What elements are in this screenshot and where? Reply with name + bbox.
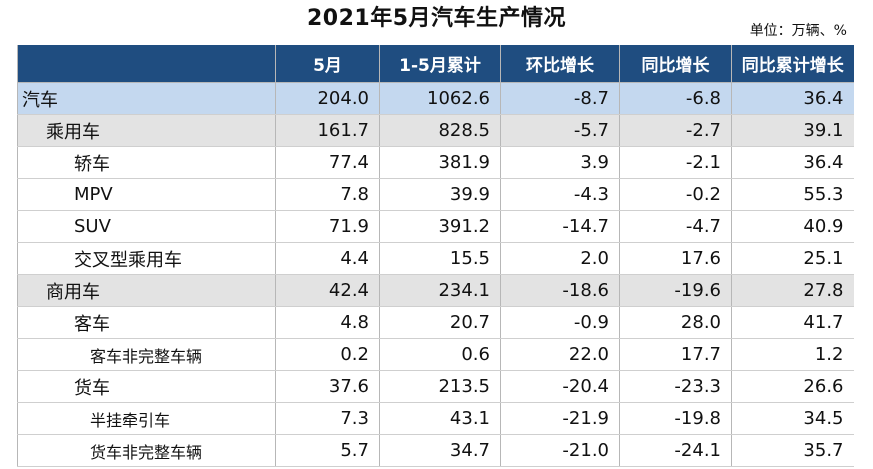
row-label: 客车 [17,306,276,339]
table-row: 货车 37.6 213.5 -20.4 -23.3 26.6 [17,370,854,403]
cell-yoy-cumulative-growth: 26.6 [731,370,854,403]
cell-yoy-cumulative-growth: 1.2 [731,338,854,371]
table-row: 轿车 77.4 381.9 3.9 -2.1 36.4 [17,146,854,179]
table-row: MPV 7.8 39.9 -4.3 -0.2 55.3 [17,178,854,211]
cell-month: 71.9 [275,210,380,243]
cell-yoy-growth: -4.7 [619,210,732,243]
cell-yoy-growth: -23.3 [619,370,732,403]
cell-cumulative: 828.5 [379,114,501,147]
production-table: 5月 1-5月累计 环比增长 同比增长 同比累计增长 汽车 204.0 1062.6… [17,45,854,467]
table-body: 汽车 204.0 1062.6 -8.7 -6.8 36.4 乘用车 161.7 828.5 -5… [17,82,854,467]
table-row: 半挂牵引车 7.3 43.1 -21.9 -19.8 34.5 [17,402,854,435]
row-label: 半挂牵引车 [17,402,276,435]
cell-yoy-cumulative-growth: 39.1 [731,114,854,147]
table-row: 交叉型乘用车 4.4 15.5 2.0 17.6 25.1 [17,242,854,275]
cell-month: 4.8 [275,306,380,339]
column-header-cumulative: 1-5月累计 [379,45,501,83]
cell-mom-growth: 2.0 [500,242,620,275]
cell-yoy-growth: 28.0 [619,306,732,339]
table-header-row: 5月 1-5月累计 环比增长 同比增长 同比累计增长 [17,45,854,83]
cell-yoy-cumulative-growth: 36.4 [731,146,854,179]
row-label: 客车非完整车辆 [17,338,276,371]
cell-month: 7.8 [275,178,380,211]
cell-cumulative: 213.5 [379,370,501,403]
cell-yoy-growth: 17.7 [619,338,732,371]
table-row: 商用车 42.4 234.1 -18.6 -19.6 27.8 [17,274,854,307]
row-label: SUV [17,210,276,243]
cell-yoy-growth: -2.1 [619,146,732,179]
column-header-yoy-growth: 同比增长 [619,45,732,83]
cell-mom-growth: -18.6 [500,274,620,307]
cell-mom-growth: -0.9 [500,306,620,339]
cell-yoy-cumulative-growth: 27.8 [731,274,854,307]
cell-yoy-cumulative-growth: 34.5 [731,402,854,435]
row-label: 汽车 [17,82,276,115]
cell-cumulative: 381.9 [379,146,501,179]
cell-month: 4.4 [275,242,380,275]
cell-month: 77.4 [275,146,380,179]
cell-month: 7.3 [275,402,380,435]
cell-mom-growth: -14.7 [500,210,620,243]
cell-month: 0.2 [275,338,380,371]
cell-month: 42.4 [275,274,380,307]
cell-mom-growth: 3.9 [500,146,620,179]
cell-yoy-growth: -19.8 [619,402,732,435]
cell-cumulative: 1062.6 [379,82,501,115]
cell-mom-growth: 22.0 [500,338,620,371]
table-row: 汽车 204.0 1062.6 -8.7 -6.8 36.4 [17,82,854,115]
cell-mom-growth: -8.7 [500,82,620,115]
cell-yoy-growth: -19.6 [619,274,732,307]
cell-cumulative: 234.1 [379,274,501,307]
unit-label: 单位：万辆、% [749,23,847,39]
cell-yoy-cumulative-growth: 41.7 [731,306,854,339]
column-header-category [17,45,276,83]
cell-yoy-cumulative-growth: 55.3 [731,178,854,211]
cell-yoy-cumulative-growth: 25.1 [731,242,854,275]
cell-cumulative: 15.5 [379,242,501,275]
column-header-mom-growth: 环比增长 [500,45,620,83]
cell-mom-growth: -5.7 [500,114,620,147]
cell-mom-growth: -4.3 [500,178,620,211]
cell-mom-growth: -21.9 [500,402,620,435]
cell-yoy-growth: -24.1 [619,434,732,467]
cell-yoy-growth: 17.6 [619,242,732,275]
cell-yoy-growth: -6.8 [619,82,732,115]
cell-cumulative: 0.6 [379,338,501,371]
table-row: 乘用车 161.7 828.5 -5.7 -2.7 39.1 [17,114,854,147]
row-label: 交叉型乘用车 [17,242,276,275]
cell-yoy-cumulative-growth: 35.7 [731,434,854,467]
table-row: 客车 4.8 20.7 -0.9 28.0 41.7 [17,306,854,339]
row-label: 乘用车 [17,114,276,147]
table-row: 客车非完整车辆 0.2 0.6 22.0 17.7 1.2 [17,338,854,371]
cell-yoy-growth: -0.2 [619,178,732,211]
cell-mom-growth: -20.4 [500,370,620,403]
cell-cumulative: 20.7 [379,306,501,339]
cell-month: 204.0 [275,82,380,115]
cell-cumulative: 391.2 [379,210,501,243]
row-label: 商用车 [17,274,276,307]
row-label: MPV [17,178,276,211]
row-label: 货车非完整车辆 [17,434,276,467]
row-label: 货车 [17,370,276,403]
page-title: 2021年5月汽车生产情况 [306,6,567,31]
cell-yoy-cumulative-growth: 40.9 [731,210,854,243]
row-label: 轿车 [17,146,276,179]
cell-cumulative: 34.7 [379,434,501,467]
table-row: SUV 71.9 391.2 -14.7 -4.7 40.9 [17,210,854,243]
cell-mom-growth: -21.0 [500,434,620,467]
table-row: 货车非完整车辆 5.7 34.7 -21.0 -24.1 35.7 [17,434,854,467]
column-header-yoy-cumulative-growth: 同比累计增长 [731,45,854,83]
cell-cumulative: 39.9 [379,178,501,211]
cell-month: 5.7 [275,434,380,467]
cell-month: 37.6 [275,370,380,403]
cell-yoy-cumulative-growth: 36.4 [731,82,854,115]
cell-month: 161.7 [275,114,380,147]
column-header-month: 5月 [275,45,380,83]
cell-cumulative: 43.1 [379,402,501,435]
cell-yoy-growth: -2.7 [619,114,732,147]
